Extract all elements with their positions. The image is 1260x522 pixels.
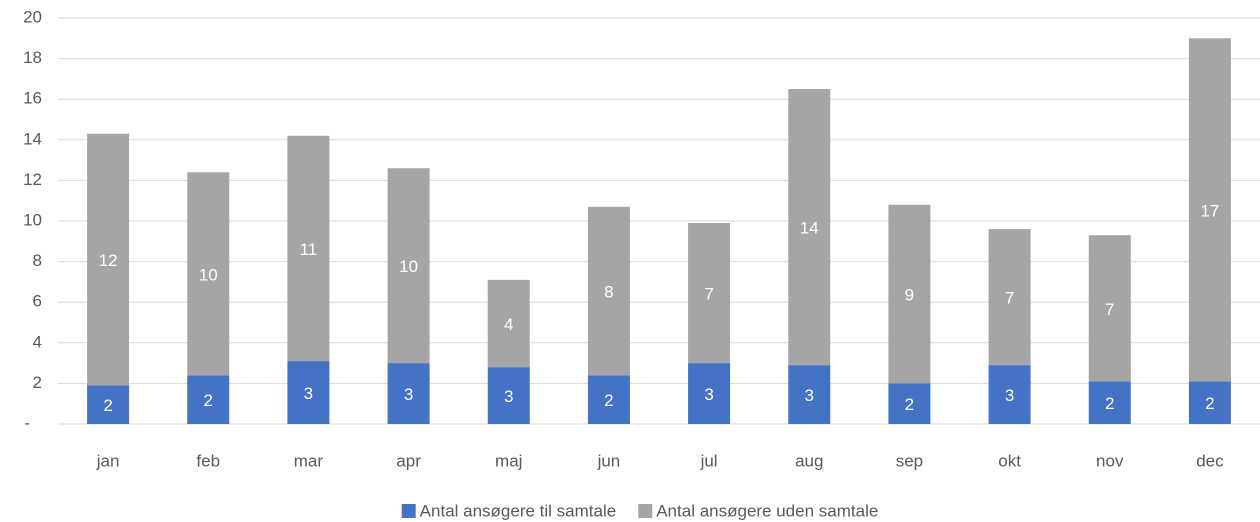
data-label: 3: [404, 385, 413, 404]
data-label: 7: [1005, 289, 1014, 308]
data-label: 3: [1005, 386, 1014, 405]
x-tick-label: jul: [700, 451, 718, 470]
legend-label: Antal ansøgere uden samtale: [656, 501, 878, 520]
x-tick-label: jun: [597, 451, 621, 470]
data-label: 3: [504, 387, 513, 406]
legend-label: Antal ansøgere til samtale: [420, 501, 617, 520]
data-label: 8: [604, 283, 613, 302]
data-label: 9: [905, 286, 914, 305]
data-label: 2: [1205, 394, 1214, 413]
data-label: 7: [1105, 300, 1114, 319]
bar-segment: [587, 206, 630, 376]
data-label: 14: [800, 219, 819, 238]
y-tick-label: 2: [33, 373, 42, 392]
x-tick-label: feb: [196, 451, 220, 470]
bar-segment: [187, 375, 230, 424]
data-label: 10: [399, 257, 418, 276]
data-label: 12: [99, 251, 118, 270]
x-tick-label: dec: [1196, 451, 1224, 470]
x-tick-label: sep: [896, 451, 923, 470]
bar-segment: [587, 375, 630, 424]
data-label: 2: [905, 395, 914, 414]
bar-segment: [87, 385, 130, 424]
data-label: 17: [1200, 201, 1219, 220]
y-tick-label: 8: [33, 251, 42, 270]
data-label: 3: [805, 386, 814, 405]
bar-segment: [688, 363, 731, 424]
bar-segment: [988, 229, 1031, 366]
data-label: 2: [103, 396, 112, 415]
bar-segment: [988, 365, 1031, 424]
legend-swatch: [638, 504, 653, 518]
y-tick-label: 12: [23, 170, 42, 189]
y-tick-label: 20: [23, 7, 42, 26]
y-tick-label: 18: [23, 48, 42, 67]
data-label: 3: [704, 385, 713, 404]
data-label: 10: [199, 265, 218, 284]
bar-segment: [788, 89, 831, 366]
bar-segment: [287, 135, 330, 362]
bar-segment: [187, 172, 230, 376]
x-tick-label: maj: [495, 451, 522, 470]
data-label: 11: [300, 240, 318, 259]
bar-segment: [1188, 381, 1231, 424]
bar-segment: [1088, 381, 1131, 424]
y-tick-label: 16: [23, 89, 42, 108]
y-tick-label: -: [24, 413, 30, 432]
bar-segment: [1088, 235, 1131, 382]
data-label: 2: [204, 391, 213, 410]
bar-segment: [287, 361, 330, 424]
bar-segment: [788, 365, 831, 424]
bar-segment: [387, 363, 430, 424]
legend-swatch: [401, 504, 416, 518]
data-label: 7: [704, 285, 713, 304]
x-tick-label: aug: [795, 451, 823, 470]
bar-segment: [387, 168, 430, 364]
bar-segment: [688, 223, 731, 364]
bar-segment: [888, 383, 931, 424]
bar-segment: [87, 133, 130, 386]
bar-segment: [487, 279, 530, 368]
x-tick-label: apr: [396, 451, 421, 470]
y-tick-label: 4: [33, 332, 42, 351]
bar-segment: [888, 204, 931, 384]
bar-segment: [487, 367, 530, 424]
bar-segment: [1188, 38, 1231, 382]
x-tick-label: okt: [998, 451, 1021, 470]
data-label: 4: [504, 315, 513, 334]
y-tick-label: 10: [23, 210, 42, 229]
x-tick-label: jan: [96, 451, 120, 470]
data-label: 2: [1105, 394, 1114, 413]
x-tick-label: mar: [294, 451, 324, 470]
data-label: 2: [604, 391, 613, 410]
x-tick-label: nov: [1096, 451, 1124, 470]
y-tick-label: 14: [23, 129, 42, 148]
y-tick-label: 6: [33, 292, 42, 311]
data-label: 3: [304, 384, 313, 403]
